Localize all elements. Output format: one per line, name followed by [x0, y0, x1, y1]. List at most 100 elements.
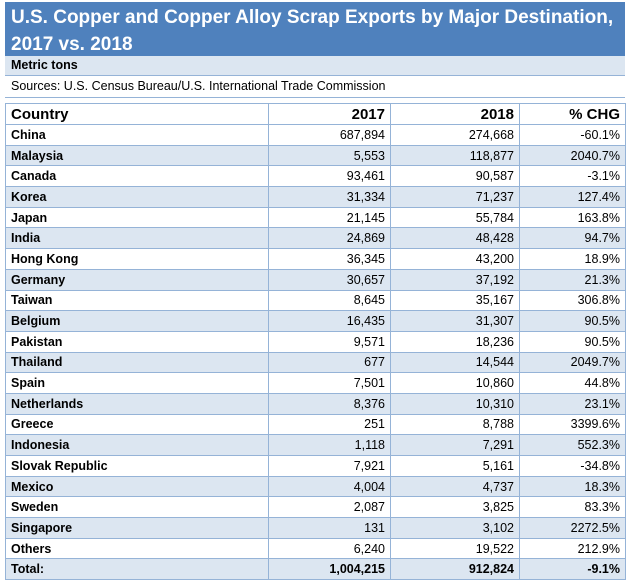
value-2017-cell: 9,571 — [268, 330, 391, 353]
header-2017: 2017 — [268, 103, 391, 125]
table-row: Canada 93,461 90,587 -3.1% — [5, 165, 626, 188]
value-2017-cell: 24,869 — [268, 227, 391, 250]
country-cell: Malaysia — [5, 144, 269, 167]
pct-change-cell: 552.3% — [519, 434, 626, 456]
header-2018: 2018 — [390, 103, 520, 125]
value-2017-cell: 21,145 — [268, 206, 391, 229]
country-cell: Indonesia — [5, 434, 269, 456]
table-row: Japan 21,145 55,784 163.8% — [5, 206, 626, 229]
country-cell: Spain — [5, 372, 269, 394]
value-2017-cell: 93,461 — [268, 165, 391, 188]
country-cell: Singapore — [5, 517, 269, 539]
value-2017-cell: 6,240 — [268, 537, 391, 560]
table-row: China 687,894 274,668 -60.1% — [5, 124, 626, 146]
country-cell: India — [5, 227, 269, 250]
pct-change-cell: 90.5% — [519, 330, 626, 353]
country-cell: Slovak Republic — [5, 455, 269, 477]
header-pct-change: % CHG — [519, 103, 626, 125]
value-2018-cell: 19,522 — [390, 537, 520, 560]
pct-change-cell: 127.4% — [519, 186, 626, 208]
pct-change-cell: -9.1% — [519, 558, 626, 581]
value-2018-cell: 3,102 — [390, 517, 520, 539]
value-2017-cell: 251 — [268, 413, 391, 436]
value-2018-cell: 10,310 — [390, 392, 520, 415]
table-row: Pakistan 9,571 18,236 90.5% — [5, 330, 626, 353]
value-2017-cell: 31,334 — [268, 186, 391, 208]
value-2017-cell: 1,004,215 — [268, 558, 391, 581]
value-2018-cell: 55,784 — [390, 206, 520, 229]
table-row: Taiwan 8,645 35,167 306.8% — [5, 289, 626, 312]
value-2017-cell: 30,657 — [268, 268, 391, 291]
country-cell: Canada — [5, 165, 269, 188]
value-2017-cell: 8,645 — [268, 289, 391, 312]
pct-change-cell: 2049.7% — [519, 351, 626, 374]
table-row: Korea 31,334 71,237 127.4% — [5, 186, 626, 208]
table-row: Netherlands 8,376 10,310 23.1% — [5, 392, 626, 415]
pct-change-cell: 21.3% — [519, 268, 626, 291]
table-row: Others 6,240 19,522 212.9% — [5, 537, 626, 560]
header-country: Country — [5, 103, 269, 125]
country-cell: Japan — [5, 206, 269, 229]
pct-change-cell: 212.9% — [519, 537, 626, 560]
value-2018-cell: 3,825 — [390, 496, 520, 519]
value-2017-cell: 131 — [268, 517, 391, 539]
pct-change-cell: -34.8% — [519, 455, 626, 477]
country-cell: Korea — [5, 186, 269, 208]
total-row: Total: 1,004,215 912,824 -9.1% — [5, 558, 626, 581]
pct-change-cell: 2040.7% — [519, 144, 626, 167]
country-cell: Netherlands — [5, 392, 269, 415]
value-2017-cell: 677 — [268, 351, 391, 374]
value-2018-cell: 48,428 — [390, 227, 520, 250]
value-2018-cell: 18,236 — [390, 330, 520, 353]
pct-change-cell: 306.8% — [519, 289, 626, 312]
country-cell: China — [5, 124, 269, 146]
value-2018-cell: 4,737 — [390, 475, 520, 498]
value-2017-cell: 687,894 — [268, 124, 391, 146]
value-2017-cell: 1,118 — [268, 434, 391, 456]
pct-change-cell: 83.3% — [519, 496, 626, 519]
table-row: Germany 30,657 37,192 21.3% — [5, 268, 626, 291]
value-2017-cell: 36,345 — [268, 248, 391, 270]
value-2018-cell: 8,788 — [390, 413, 520, 436]
country-cell: Greece — [5, 413, 269, 436]
value-2017-cell: 7,501 — [268, 372, 391, 394]
pct-change-cell: 3399.6% — [519, 413, 626, 436]
value-2018-cell: 35,167 — [390, 289, 520, 312]
value-2017-cell: 16,435 — [268, 310, 391, 332]
table-row: Belgium 16,435 31,307 90.5% — [5, 310, 626, 332]
pct-change-cell: 44.8% — [519, 372, 626, 394]
pct-change-cell: -3.1% — [519, 165, 626, 188]
value-2018-cell: 912,824 — [390, 558, 520, 581]
country-cell: Thailand — [5, 351, 269, 374]
country-cell: Total: — [5, 558, 269, 581]
country-cell: Germany — [5, 268, 269, 291]
table-row: Indonesia 1,118 7,291 552.3% — [5, 434, 626, 456]
pct-change-cell: 23.1% — [519, 392, 626, 415]
exports-table-panel: U.S. Copper and Copper Alloy Scrap Expor… — [5, 2, 626, 581]
country-cell: Hong Kong — [5, 248, 269, 270]
pct-change-cell: -60.1% — [519, 124, 626, 146]
value-2018-cell: 5,161 — [390, 455, 520, 477]
table-row: Mexico 4,004 4,737 18.3% — [5, 475, 626, 498]
value-2017-cell: 4,004 — [268, 475, 391, 498]
table-row: Slovak Republic 7,921 5,161 -34.8% — [5, 455, 626, 477]
value-2018-cell: 31,307 — [390, 310, 520, 332]
pct-change-cell: 2272.5% — [519, 517, 626, 539]
value-2018-cell: 118,877 — [390, 144, 520, 167]
table-row: Greece 251 8,788 3399.6% — [5, 413, 626, 436]
pct-change-cell: 90.5% — [519, 310, 626, 332]
value-2018-cell: 14,544 — [390, 351, 520, 374]
value-2018-cell: 43,200 — [390, 248, 520, 270]
pct-change-cell: 94.7% — [519, 227, 626, 250]
data-table: Country 2017 2018 % CHG China 687,894 274,… — [5, 103, 626, 581]
table-row: Singapore 131 3,102 2272.5% — [5, 517, 626, 539]
value-2017-cell: 8,376 — [268, 392, 391, 415]
unit-label: Metric tons — [5, 56, 625, 76]
table-row: Thailand 677 14,544 2049.7% — [5, 351, 626, 374]
table-row: Hong Kong 36,345 43,200 18.9% — [5, 248, 626, 270]
value-2018-cell: 10,860 — [390, 372, 520, 394]
country-cell: Mexico — [5, 475, 269, 498]
table-row: India 24,869 48,428 94.7% — [5, 227, 626, 250]
value-2018-cell: 274,668 — [390, 124, 520, 146]
header-row: Country 2017 2018 % CHG — [5, 103, 626, 125]
